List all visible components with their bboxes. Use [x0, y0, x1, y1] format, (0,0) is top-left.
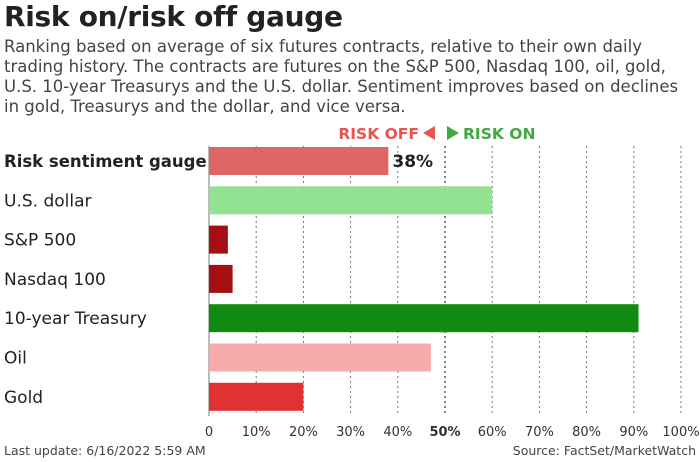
x-tick-label: 10%	[242, 425, 271, 440]
x-tick-label: 0	[205, 425, 213, 440]
bar-risk-sentiment-gauge	[209, 147, 389, 175]
bar-10-year-treasury	[209, 304, 639, 333]
risk-off-arrow-icon	[423, 126, 435, 140]
category-label: Gold	[4, 388, 43, 408]
data-label: 38%	[392, 152, 433, 172]
category-label: 10-year Treasury	[4, 309, 147, 329]
risk-on-label: RISK ON	[463, 125, 535, 143]
chart-subtitle: Ranking based on average of six futures …	[4, 37, 679, 116]
bar-gold	[209, 382, 304, 411]
category-label: S&P 500	[4, 231, 76, 251]
bar-s-p-500	[209, 225, 228, 254]
bar-u-s-dollar	[209, 186, 493, 215]
bar-oil	[209, 343, 431, 372]
category-labels: Risk sentiment gauge 38% U.S. dollar S&P 50…	[4, 152, 433, 408]
x-tick-label: 60%	[478, 425, 507, 440]
x-tick-label: 100%	[662, 425, 699, 440]
x-tick-label: 50%	[429, 425, 460, 440]
bar-nasdaq-100	[209, 264, 233, 293]
x-axis-ticks: 0 10% 20% 30% 40% 50% 60% 70% 80% 90% 100%	[205, 425, 700, 440]
x-tick-label: 20%	[289, 425, 318, 440]
category-label: Oil	[4, 349, 27, 369]
x-tick-label: 30%	[336, 425, 365, 440]
legend: RISK OFF RISK ON	[338, 125, 535, 143]
category-label: Nasdaq 100	[4, 270, 106, 290]
x-tick-label: 70%	[525, 425, 554, 440]
chart-title: Risk on/risk off gauge	[4, 0, 343, 33]
last-update: Last update: 6/16/2022 5:59 AM	[4, 443, 206, 458]
category-label: U.S. dollar	[4, 191, 92, 211]
risk-off-label: RISK OFF	[338, 125, 419, 143]
x-tick-label: 90%	[619, 425, 648, 440]
source-note: Source: FactSet/MarketWatch	[512, 443, 696, 458]
x-tick-label: 80%	[572, 425, 601, 440]
risk-on-arrow-icon	[447, 126, 459, 140]
x-tick-label: 40%	[383, 425, 412, 440]
category-label: Risk sentiment gauge	[4, 152, 207, 171]
bars-layer	[209, 147, 639, 411]
